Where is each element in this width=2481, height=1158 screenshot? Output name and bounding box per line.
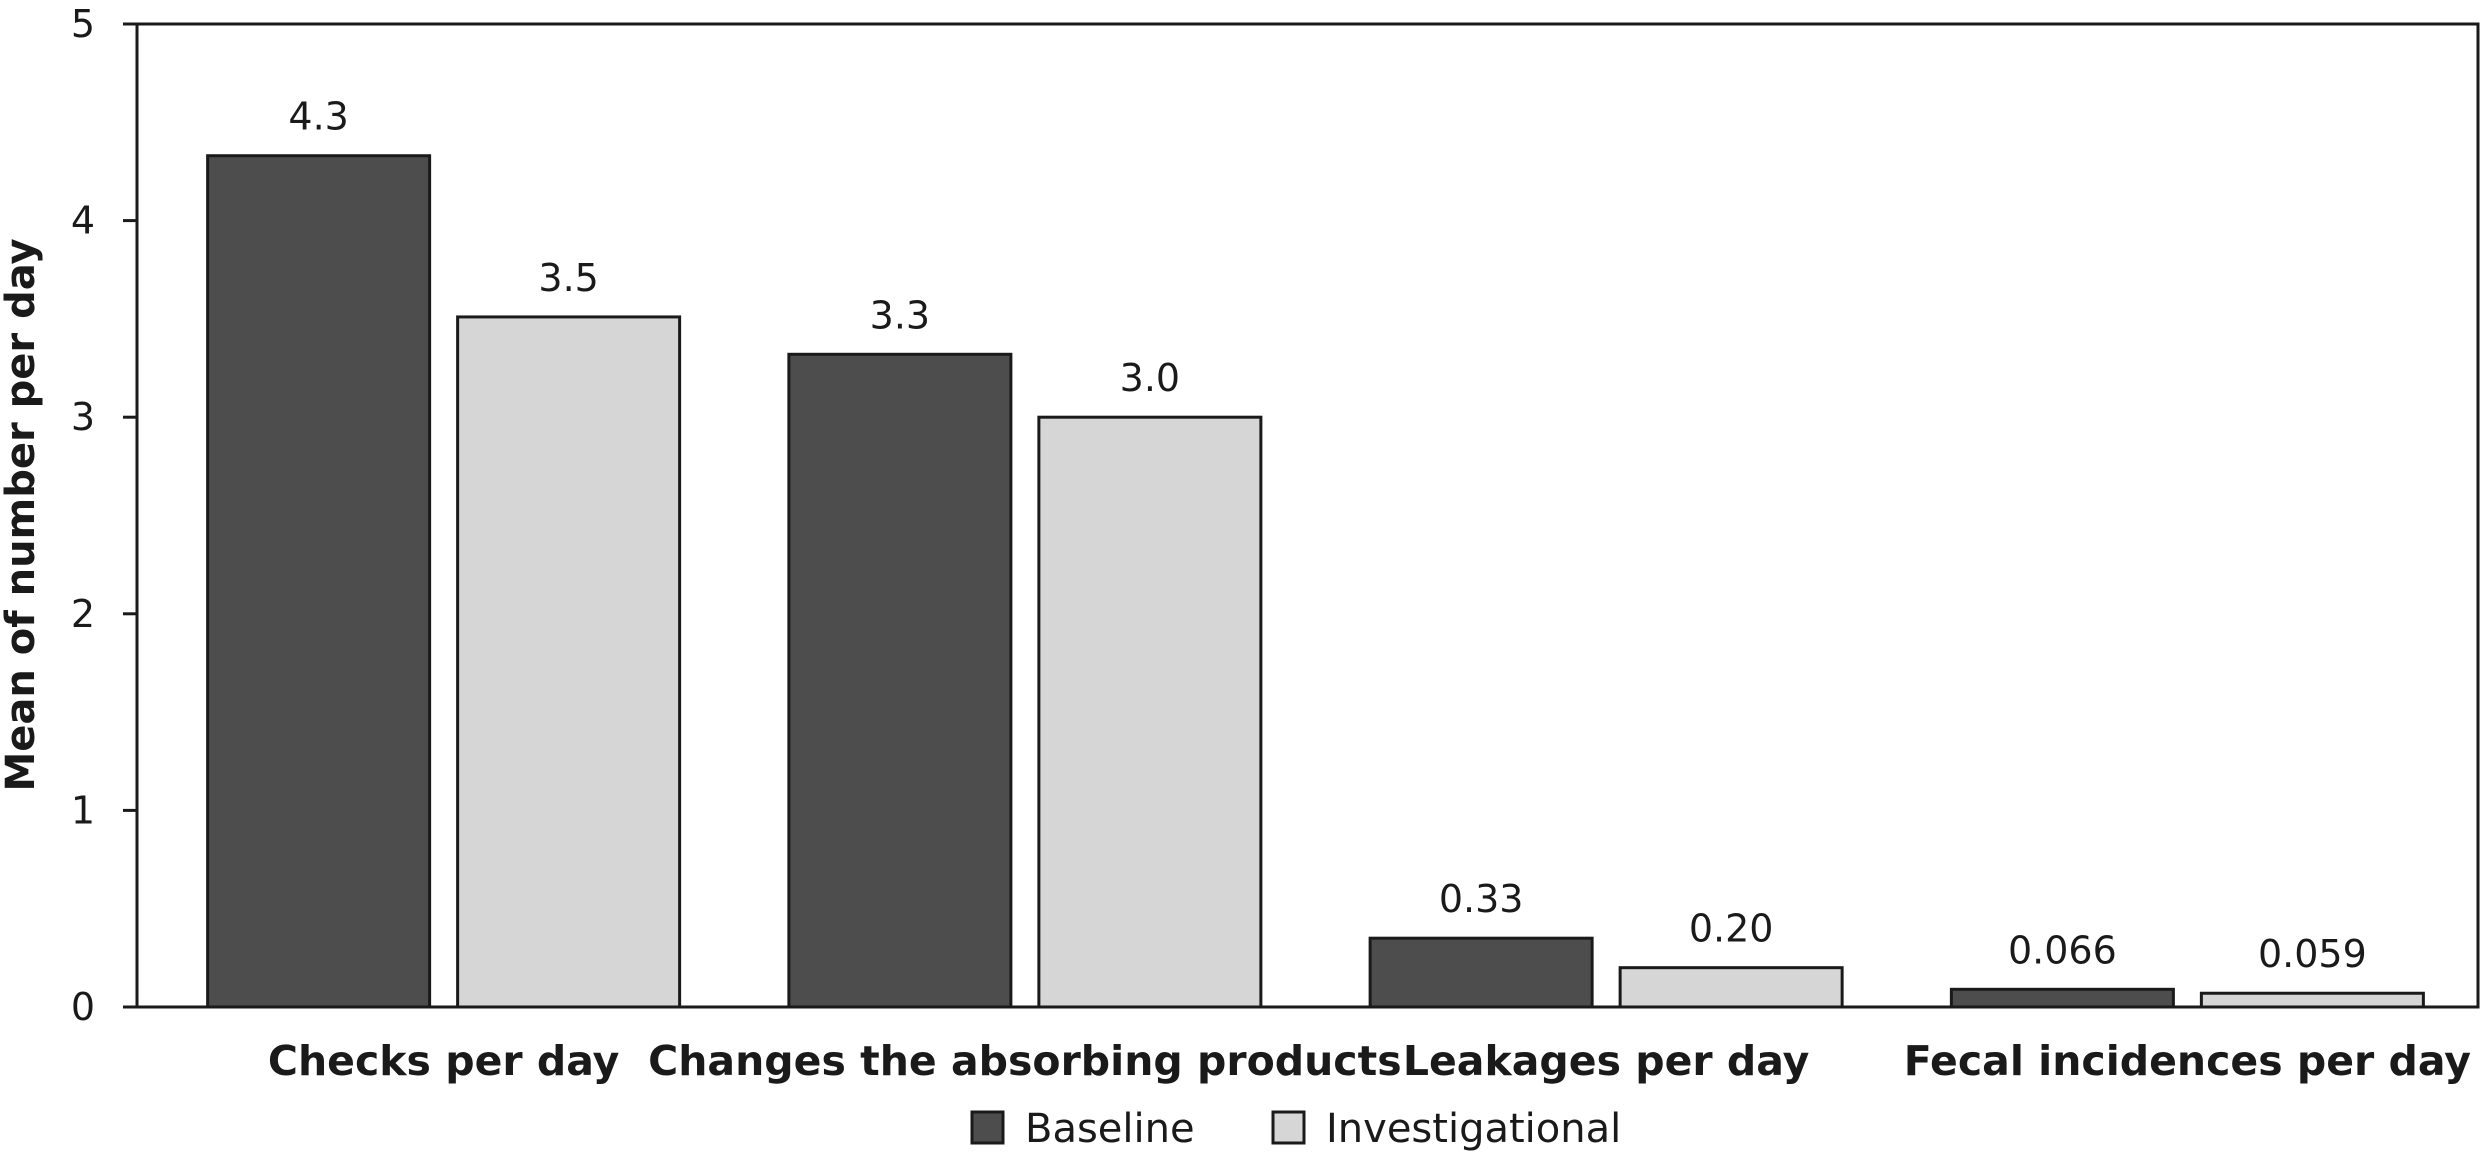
bar-value-label: 0.33 [1439,877,1524,921]
bar-baseline [787,352,1013,1009]
y-axis: 0 1 2 3 4 5 [71,2,137,1029]
bar-value-label: 4.3 [288,95,348,139]
y-tick-label: 1 [71,788,95,832]
value-labels-layer: 4.3 3.5 3.3 3.0 0.33 0.20 0.066 0.059 [288,95,2366,977]
y-axis-label: Mean of number per day [0,238,44,791]
bar-baseline [1949,987,2175,1009]
bar-value-label: 3.0 [1120,356,1180,400]
bars-layer [206,154,2425,1009]
legend-swatch-investigational [1271,1110,1306,1145]
bar-investigational [1037,415,1263,1009]
bar-value-label: 0.059 [2258,932,2367,976]
category-label: Leakages per day [1403,1037,1810,1085]
bar-investigational [2199,991,2425,1009]
legend-label: Investigational [1326,1106,1621,1152]
bar-investigational [1618,966,1844,1009]
legend-swatch-baseline [970,1110,1005,1145]
category-labels: Checks per day Changes the absorbing prod… [268,1037,2471,1085]
category-label: Checks per day [268,1037,619,1085]
y-tick-label: 3 [71,395,95,439]
y-tick-label: 2 [71,592,95,636]
bar-value-label: 0.20 [1689,907,1774,951]
plot-frame [135,22,2480,1009]
legend: Baseline Investigational [970,1106,1621,1152]
legend-label: Baseline [1025,1106,1195,1152]
bar-value-label: 0.066 [2008,928,2117,972]
bar-value-label: 3.3 [870,293,930,337]
bar-baseline [1368,936,1594,1009]
bar-baseline [206,154,432,1009]
category-label: Changes the absorbing products [648,1037,1401,1085]
bar-investigational [456,315,682,1009]
y-tick-label: 0 [71,985,95,1029]
bar-value-label: 3.5 [538,256,598,300]
y-tick-label: 5 [71,2,95,46]
category-label: Fecal incidences per day [1904,1037,2471,1085]
y-tick-label: 4 [71,199,95,243]
